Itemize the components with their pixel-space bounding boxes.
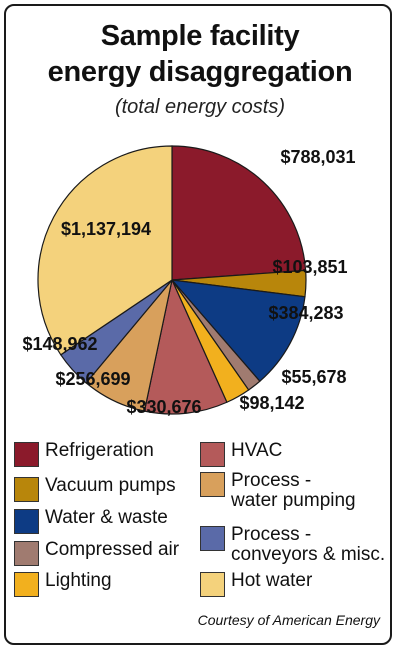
legend-label: Process - water pumping — [231, 470, 356, 511]
data-label-vacuum-pumps: $103,851 — [272, 257, 347, 277]
legend-swatch — [200, 442, 225, 467]
legend-label: Process - conveyors & misc. — [231, 524, 386, 565]
chart-title-line1: Sample facility — [100, 20, 300, 52]
data-label-refrigeration: $788,031 — [280, 147, 355, 167]
data-label-hot-water: $1,137,194 — [61, 219, 151, 239]
legend-swatch — [14, 477, 39, 502]
legend-item-process-conveyors: Process - conveyors & misc. — [200, 525, 385, 565]
pie-slice-refrigeration — [171, 145, 307, 281]
legend-swatch — [14, 509, 39, 534]
data-label-process-water-pumping: $256,699 — [55, 369, 130, 389]
legend-item-lighting: Lighting — [14, 571, 112, 597]
legend-label: Hot water — [231, 570, 313, 591]
legend-label: Compressed air — [45, 539, 180, 560]
data-label-process-conveyors-misc: $148,962 — [22, 334, 97, 354]
data-label-hvac: $330,676 — [126, 397, 201, 417]
legend-swatch — [200, 572, 225, 597]
legend-label: HVAC — [231, 440, 283, 461]
pie-slice-water-waste — [170, 279, 306, 383]
legend-label: Vacuum pumps — [45, 475, 176, 496]
chart-subtitle: (total energy costs) — [114, 96, 286, 118]
legend-item-compressed-air: Compressed air — [14, 540, 179, 566]
legend-swatch — [14, 442, 39, 467]
legend-label: Refrigeration — [45, 440, 154, 461]
data-label-compressed-air: $55,678 — [281, 367, 346, 387]
legend-label: Water & waste — [45, 507, 168, 528]
legend-item-hot-water: Hot water — [200, 571, 312, 597]
legend-item-refrigeration: Refrigeration — [14, 441, 154, 467]
legend-label: Lighting — [45, 570, 112, 591]
pie-chart: $788,031 $103,851 $384,283 $55,678 $98,142 $3… — [22, 145, 356, 417]
legend-item-vacuum-pumps: Vacuum pumps — [14, 476, 176, 502]
legend-swatch — [200, 526, 225, 551]
credit-text: Courtesy of American Energy — [197, 612, 380, 628]
legend-item-process-water-pumping: Process - water pumping — [200, 471, 356, 511]
legend-item-hvac: HVAC — [200, 441, 282, 467]
legend-swatch — [200, 472, 225, 497]
data-label-lighting: $98,142 — [239, 393, 304, 413]
data-label-water-waste: $384,283 — [268, 303, 343, 323]
legend-swatch — [14, 572, 39, 597]
chart-title-line2: energy disaggregation — [47, 56, 353, 88]
legend-swatch — [14, 541, 39, 566]
pie-slice-hot-water — [37, 145, 173, 356]
legend-item-water-waste: Water & waste — [14, 508, 168, 534]
